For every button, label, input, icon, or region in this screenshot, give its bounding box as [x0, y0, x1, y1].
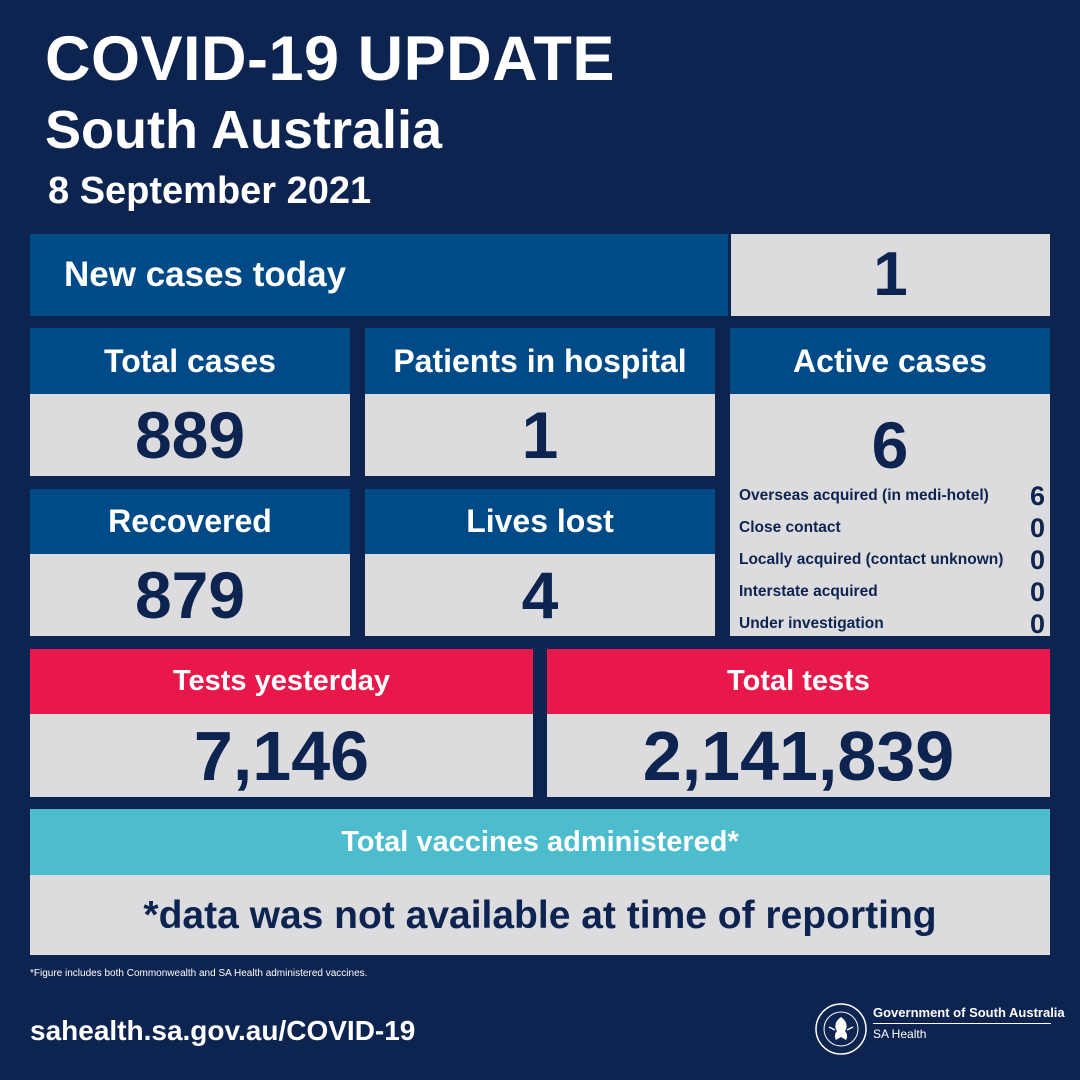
government-logo-text: Government of South Australia SA Health [873, 1005, 1065, 1041]
government-name: Government of South Australia [873, 1005, 1065, 1024]
website-link[interactable]: sahealth.sa.gov.au/COVID-19 [30, 1015, 416, 1046]
page-title: COVID-19 UPDATE [45, 24, 615, 94]
breakdown-value: 0 [1029, 576, 1045, 607]
hospital-value: 1 [365, 394, 715, 476]
state-seal-logo [815, 1003, 867, 1055]
breakdown-value: 6 [1029, 480, 1045, 511]
department-name: SA Health [873, 1027, 927, 1041]
tests-yesterday-value: 7,146 [30, 714, 533, 797]
region-title: South Australia [45, 100, 443, 160]
breakdown-label: Locally acquired (contact unknown) [739, 551, 1004, 568]
active-cases-label: Active cases [730, 328, 1050, 394]
breakdown-row: Close contact 0 [739, 512, 1045, 544]
breakdown-label: Overseas acquired (in medi-hotel) [739, 487, 989, 504]
tests-yesterday-label: Tests yesterday [30, 649, 533, 714]
footnote: *Figure includes both Commonwealth and S… [30, 968, 368, 979]
new-cases-value: 1 [731, 234, 1050, 316]
breakdown-row: Under investigation 0 [739, 608, 1045, 640]
breakdown-label: Interstate acquired [739, 583, 878, 600]
vaccines-value: *data was not available at time of repor… [30, 875, 1050, 955]
breakdown-label: Under investigation [739, 615, 884, 632]
breakdown-row: Interstate acquired 0 [739, 576, 1045, 608]
breakdown-row: Overseas acquired (in medi-hotel) 6 [739, 480, 1045, 512]
recovered-value: 879 [30, 554, 350, 636]
breakdown-value: 0 [1029, 608, 1045, 639]
active-breakdown-list: Overseas acquired (in medi-hotel) 6 Clos… [739, 480, 1045, 640]
recovered-label: Recovered [30, 489, 350, 554]
total-tests-value: 2,141,839 [547, 714, 1050, 797]
active-cases-value: 6 [871, 408, 909, 482]
breakdown-label: Close contact [739, 519, 841, 536]
hospital-label: Patients in hospital [365, 328, 715, 394]
active-cases-panel: 6 Overseas acquired (in medi-hotel) 6 Cl… [730, 394, 1050, 637]
breakdown-row: Locally acquired (contact unknown) 0 [739, 544, 1045, 576]
breakdown-value: 0 [1029, 512, 1045, 543]
lives-lost-value: 4 [365, 554, 715, 636]
lives-lost-label: Lives lost [365, 489, 715, 554]
new-cases-label: New cases today [30, 234, 728, 316]
seal-icon [815, 1003, 867, 1055]
total-cases-label: Total cases [30, 328, 350, 394]
report-date: 8 September 2021 [48, 170, 372, 212]
vaccines-label: Total vaccines administered* [30, 809, 1050, 875]
total-cases-value: 889 [30, 394, 350, 476]
breakdown-value: 0 [1029, 544, 1045, 575]
total-tests-label: Total tests [547, 649, 1050, 714]
